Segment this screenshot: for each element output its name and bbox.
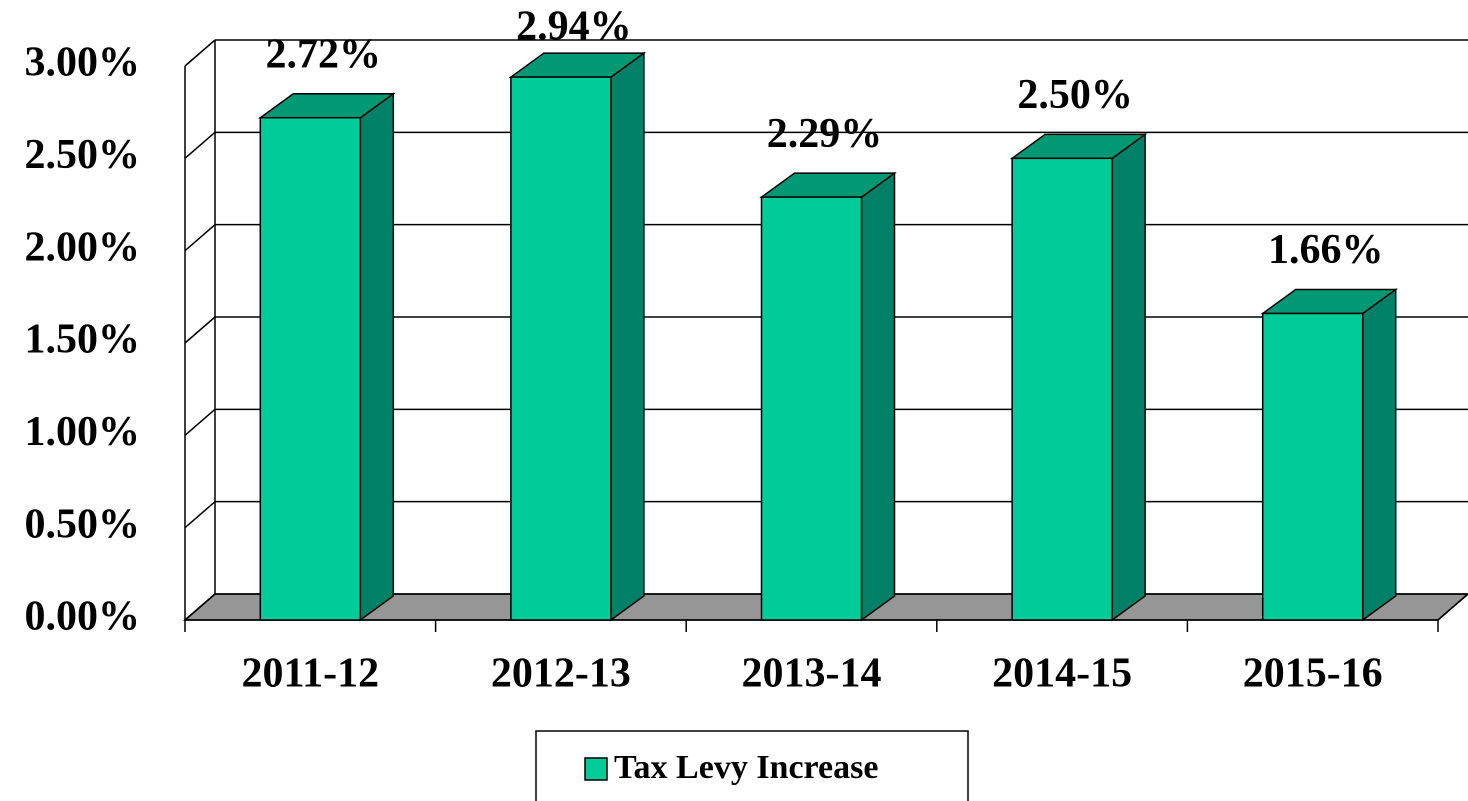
floor-edge — [1437, 593, 1468, 621]
value-label: 2.72% — [266, 31, 382, 77]
x-tick-label: 2014-15 — [992, 651, 1132, 697]
grid-line-side — [184, 501, 216, 529]
bar — [510, 76, 612, 621]
value-label: 2.50% — [1017, 72, 1133, 118]
grid-line-side — [184, 131, 216, 159]
y-tick-label: 2.50% — [25, 132, 141, 178]
bar-side — [359, 92, 395, 622]
value-label: 2.94% — [516, 4, 632, 50]
value-label: 1.66% — [1268, 227, 1384, 273]
bar-side — [1361, 287, 1397, 622]
grid-line-side — [184, 408, 216, 436]
grid-line-side — [184, 593, 216, 621]
y-tick-label: 1.00% — [25, 409, 141, 455]
y-tick-label: 2.00% — [25, 224, 141, 270]
bar-side — [1111, 132, 1146, 622]
bar — [1011, 157, 1113, 621]
bar-side — [860, 171, 896, 622]
grid-line-side — [184, 39, 216, 67]
legend-box — [535, 730, 969, 801]
x-tick-label: 2012-13 — [491, 651, 631, 697]
x-tick-label: 2011-12 — [241, 651, 379, 697]
x-tick-label: 2015-16 — [1243, 651, 1383, 697]
y-tick-label: 3.00% — [25, 40, 141, 86]
bar — [1261, 312, 1364, 621]
y-tick-label: 0.00% — [25, 594, 141, 640]
value-label: 2.29% — [767, 111, 883, 157]
x-tick-label: 2013-14 — [742, 651, 882, 697]
grid-line-side — [184, 224, 216, 252]
bar-side — [610, 51, 645, 622]
bar — [760, 196, 863, 621]
legend-label: Tax Levy Increase — [614, 749, 878, 786]
grid-line-side — [184, 316, 216, 344]
bar — [259, 116, 362, 621]
legend-swatch — [584, 757, 608, 781]
y-tick-label: 0.50% — [25, 501, 141, 547]
y-tick-label: 1.50% — [25, 317, 141, 363]
